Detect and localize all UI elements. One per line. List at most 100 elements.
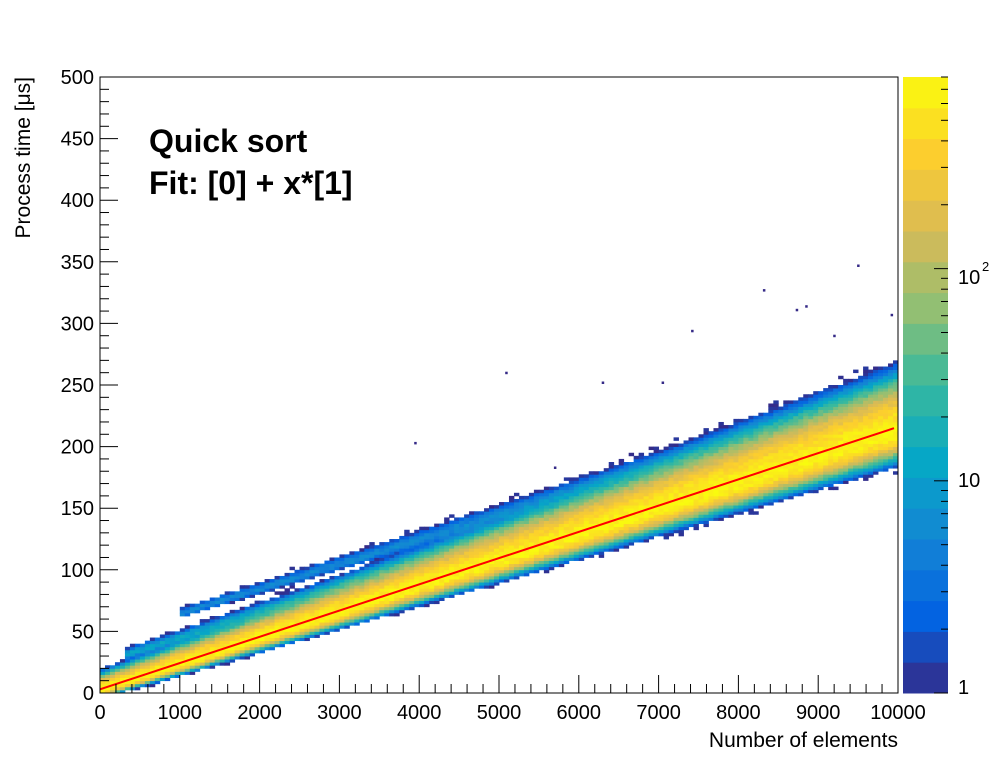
heatmap-cell: [129, 659, 136, 663]
heatmap-cell: [658, 508, 664, 512]
heatmap-cell: [818, 458, 824, 463]
heatmap-cell: [613, 498, 620, 503]
heatmap-cell: [299, 637, 305, 642]
heatmap-cell: [618, 505, 625, 509]
heatmap-cell: [434, 560, 440, 565]
heatmap-cell: [738, 508, 744, 512]
heatmap-cell: [618, 486, 625, 491]
heatmap-cell: [873, 406, 879, 411]
heatmap-cell: [189, 649, 196, 654]
heatmap-cell: [578, 502, 585, 506]
heatmap-cell: [369, 545, 375, 549]
heatmap-cell: [419, 566, 425, 571]
heatmap-cell: [169, 631, 176, 635]
heatmap-cell: [404, 603, 410, 608]
heatmap-cell: [508, 545, 515, 549]
heatmap-cell: [738, 452, 744, 457]
heatmap-cell: [479, 569, 485, 574]
heatmap-cell: [603, 508, 610, 512]
heatmap-cell: [813, 428, 819, 432]
heatmap-cell: [499, 505, 505, 509]
heatmap-cell: [708, 477, 714, 481]
heatmap-cell: [369, 548, 375, 552]
heatmap-cell: [738, 511, 744, 515]
heatmap-cell: [204, 659, 211, 663]
heatmap-cell: [808, 415, 814, 420]
heatmap-cell: [683, 455, 689, 460]
heatmap-cell: [309, 619, 315, 623]
heatmap-cell: [319, 625, 325, 629]
heatmap-cell: [469, 542, 475, 546]
heatmap-cell: [878, 403, 884, 407]
heatmap-cell: [573, 517, 580, 521]
heatmap-cell: [763, 495, 769, 500]
heatmap-cell: [788, 477, 794, 481]
heatmap-cell: [399, 563, 405, 568]
heatmap-cell: [379, 554, 385, 558]
heatmap-cell: [538, 511, 545, 515]
heatmap-cell: [334, 566, 340, 571]
heatmap-cell: [783, 434, 789, 438]
heatmap-cell: [254, 606, 260, 611]
heatmap-cell: [808, 421, 814, 426]
heatmap-cell: [294, 625, 300, 629]
heatmap-cell: [733, 458, 739, 463]
heatmap-cell: [733, 446, 739, 451]
heatmap-cell: [508, 505, 515, 509]
heatmap-cell: [873, 425, 879, 429]
heatmap-cell: [613, 502, 620, 506]
heatmap-cell: [454, 566, 460, 571]
heatmap-cell: [853, 397, 859, 401]
heatmap-cell: [159, 668, 166, 672]
heatmap-cell: [314, 622, 320, 626]
heatmap-cell: [434, 588, 440, 592]
heatmap-cell: [164, 662, 171, 666]
heatmap-cell: [818, 415, 824, 420]
heatmap-cell: [793, 431, 799, 435]
heatmap-cell: [838, 388, 844, 392]
heatmap-cell: [783, 477, 789, 481]
heatmap-cell: [753, 505, 759, 509]
heatmap-cell: [748, 455, 754, 460]
heatmap-cell: [244, 649, 251, 654]
x-tick-label: 9000: [796, 702, 841, 724]
heatmap-cell: [444, 588, 450, 592]
heatmap-cell: [728, 468, 734, 472]
heatmap-cell: [783, 452, 789, 457]
y-axis-title: Process time [μs]: [12, 77, 35, 238]
heatmap-cell: [459, 572, 465, 577]
heatmap-cell: [638, 468, 645, 472]
heatmap-cell: [753, 431, 759, 435]
heatmap-cell: [713, 449, 719, 454]
heatmap-cell: [843, 468, 849, 472]
heatmap-cell: [464, 575, 470, 580]
heatmap-cell: [833, 434, 839, 438]
heatmap-cell: [439, 542, 445, 546]
heatmap-cell: [374, 566, 380, 571]
heatmap-cell: [558, 520, 565, 524]
heatmap-cell: [374, 585, 380, 589]
heatmap-cell: [833, 394, 839, 398]
heatmap-cell: [638, 535, 645, 540]
heatmap-cell: [833, 397, 839, 401]
heatmap-cell: [229, 656, 236, 660]
heatmap-cell: [713, 508, 719, 512]
heatmap-cell: [803, 421, 809, 426]
heatmap-cell: [648, 520, 655, 524]
heatmap-cell: [768, 440, 774, 444]
heatmap-cell: [319, 579, 325, 583]
heatmap-cell: [753, 468, 759, 472]
heatmap-cell: [888, 391, 894, 395]
heatmap-cell: [588, 505, 595, 509]
heatmap-cell: [743, 498, 749, 503]
heatmap-cell: [558, 489, 565, 494]
heatmap-cell: [653, 523, 659, 528]
heatmap-cell: [399, 594, 405, 598]
heatmap-cell: [773, 437, 779, 441]
heatmap-cell: [873, 391, 879, 395]
heatmap-cell: [748, 415, 754, 420]
heatmap-cell: [638, 523, 645, 528]
heatmap-cell: [513, 548, 520, 552]
heatmap-cell: [583, 548, 590, 552]
heatmap-cell: [214, 628, 221, 632]
